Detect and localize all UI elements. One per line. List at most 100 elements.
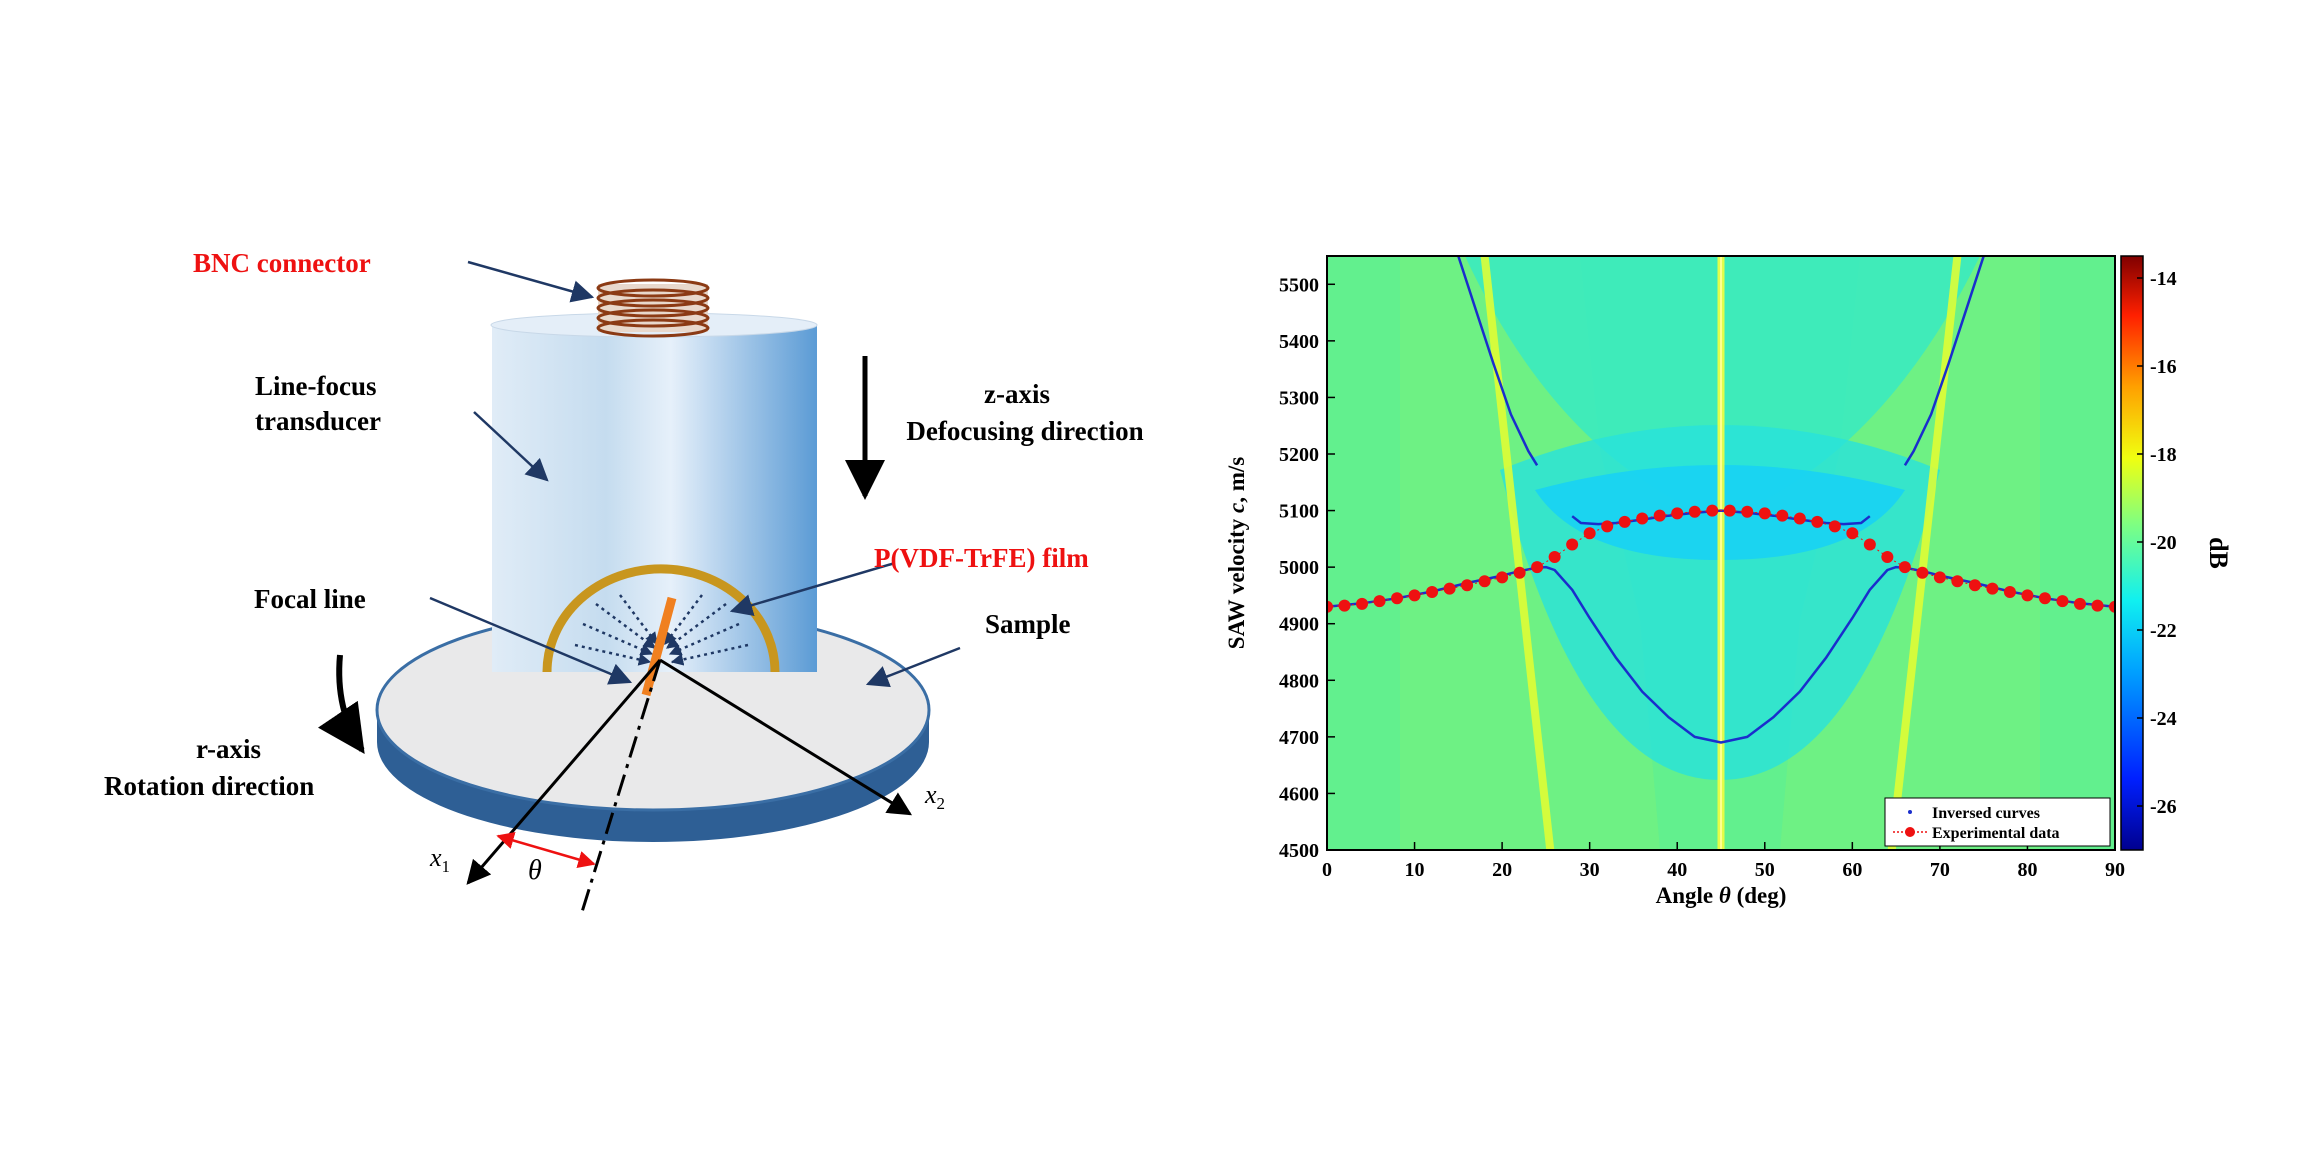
experimental-point [1968, 579, 1981, 592]
experimental-point [2021, 589, 2034, 602]
experimental-point [1828, 520, 1841, 533]
y-tick-label: 5000 [1279, 557, 1319, 579]
y-tick-label: 4500 [1279, 840, 1319, 862]
legend-entry-experimental: Experimental data [1932, 825, 2060, 842]
colorbar-tick-label: -18 [2150, 444, 2177, 466]
pointer-arrows [429, 260, 961, 688]
colorbar [2120, 255, 2144, 851]
x-tick-label: 0 [1322, 859, 1332, 881]
y-tick-label: 4600 [1279, 783, 1319, 805]
x-axis-label: Angle θ (deg) [1656, 883, 1787, 908]
plot-frame [1326, 255, 2116, 851]
experimental-point [1898, 561, 1911, 574]
experimental-point [1391, 592, 1404, 605]
experimental-point [1653, 509, 1666, 522]
inversed-curve-segment-2 [1327, 565, 2115, 744]
experimental-point [2056, 595, 2069, 608]
experimental-point [1793, 512, 1806, 525]
focal-line-bar [641, 596, 677, 697]
y-tick-label: 5400 [1279, 331, 1319, 353]
experimental-point [1758, 507, 1771, 520]
y-axis-ticks: 4500 4600 4700 4800 4900 5000 5100 5200 5300 5400… [1279, 274, 1335, 862]
experimental-point [1741, 505, 1754, 518]
label-transducer-1: Line-focus [255, 371, 377, 401]
band-diagonal-1 [1480, 256, 1555, 850]
rotation-arrow-icon [317, 654, 365, 754]
experimental-point [1496, 571, 1509, 584]
experimental-point [2109, 600, 2115, 613]
colorbar-label: dB [2204, 537, 2233, 569]
experimental-point [1811, 515, 1824, 528]
bnc-connector-icon [596, 278, 710, 338]
experimental-point [1327, 600, 1333, 613]
inversed-curve-segment-0 [1457, 256, 1539, 466]
experimental-point [2003, 586, 2016, 599]
experimental-point [2091, 599, 2104, 612]
acoustic-rays [574, 594, 749, 666]
experimental-point [1618, 515, 1631, 528]
band-diagonal-2 [1887, 256, 1962, 850]
colorbar-tick-label: -20 [2150, 532, 2177, 554]
experimental-point [2073, 597, 2086, 610]
experimental-point [1531, 561, 1544, 574]
label-bnc-connector: BNC connector [193, 248, 371, 278]
experimental-point [1461, 579, 1474, 592]
experimental-point [1863, 538, 1876, 551]
inversed-curve-segment-1 [1903, 256, 1985, 466]
experimental-point [1338, 599, 1351, 612]
legend: Inversed curves Experimental data [1884, 797, 2111, 847]
experimental-point [1706, 504, 1719, 517]
x-tick-label: 40 [1667, 859, 1687, 881]
y-tick-label: 5300 [1279, 387, 1319, 409]
heatmap-background [1327, 256, 2115, 850]
label-focal-line: Focal line [254, 584, 366, 614]
x-tick-label: 90 [2105, 859, 2125, 881]
label-x2: x2 [924, 780, 945, 813]
experimental-point [1513, 566, 1526, 579]
colorbar-tick-label: -24 [2150, 708, 2177, 730]
x-tick-label: 30 [1580, 859, 1600, 881]
x-tick-label: 50 [1755, 859, 1775, 881]
experimental-point [1881, 550, 1894, 563]
transducer-diagram: BNC connector Line-focus transducer z-ax… [104, 248, 1144, 913]
experimental-point [1583, 527, 1596, 540]
y-tick-label: 5200 [1279, 444, 1319, 466]
experimental-point [1916, 566, 1929, 579]
legend-entry-inversed: Inversed curves [1932, 805, 2040, 822]
colorbar-ticks: -26 -24 -22 -20 -18 -16 -14 [2137, 268, 2177, 818]
y-axis-label: SAW velocity c, m/s [1224, 457, 1249, 650]
line-focus-transducer [490, 312, 818, 672]
experimental-point [1688, 505, 1701, 518]
saw-velocity-chart: 0 10 20 30 40 50 60 70 80 90 4500 4600 4700 4800 4900… [1224, 255, 2233, 908]
legend-marker-inversed [1908, 810, 1912, 814]
colorbar-tick-label: -16 [2150, 356, 2177, 378]
x-tick-label: 10 [1405, 859, 1425, 881]
experimental-point [1636, 512, 1649, 525]
experimental-point [1426, 586, 1439, 599]
label-film: P(VDF-TrFE) film [874, 543, 1089, 573]
y-tick-label: 5100 [1279, 501, 1319, 523]
y-tick-label: 5500 [1279, 274, 1319, 296]
label-rotation: Rotation direction [104, 771, 314, 801]
y-tick-label: 4700 [1279, 727, 1319, 749]
experimental-point [2038, 592, 2051, 605]
experimental-point [1723, 504, 1736, 517]
experimental-point [1986, 582, 1999, 595]
label-sample: Sample [985, 609, 1071, 639]
x-tick-label: 70 [1930, 859, 1950, 881]
experimental-point [1548, 550, 1561, 563]
label-r-axis: r-axis [196, 734, 261, 764]
colorbar-tick-label: -26 [2150, 796, 2177, 818]
experimental-point [1408, 589, 1421, 602]
experimental-line [1327, 510, 2115, 608]
experimental-point [1356, 597, 1369, 610]
x-tick-label: 80 [2017, 859, 2037, 881]
experimental-point [1776, 509, 1789, 522]
label-defocusing: Defocusing direction [906, 416, 1143, 446]
legend-marker-experimental [1905, 827, 1915, 837]
experimental-point [1373, 595, 1386, 608]
label-x1: x1 [429, 843, 450, 876]
pvdf-film-arc [542, 564, 780, 673]
